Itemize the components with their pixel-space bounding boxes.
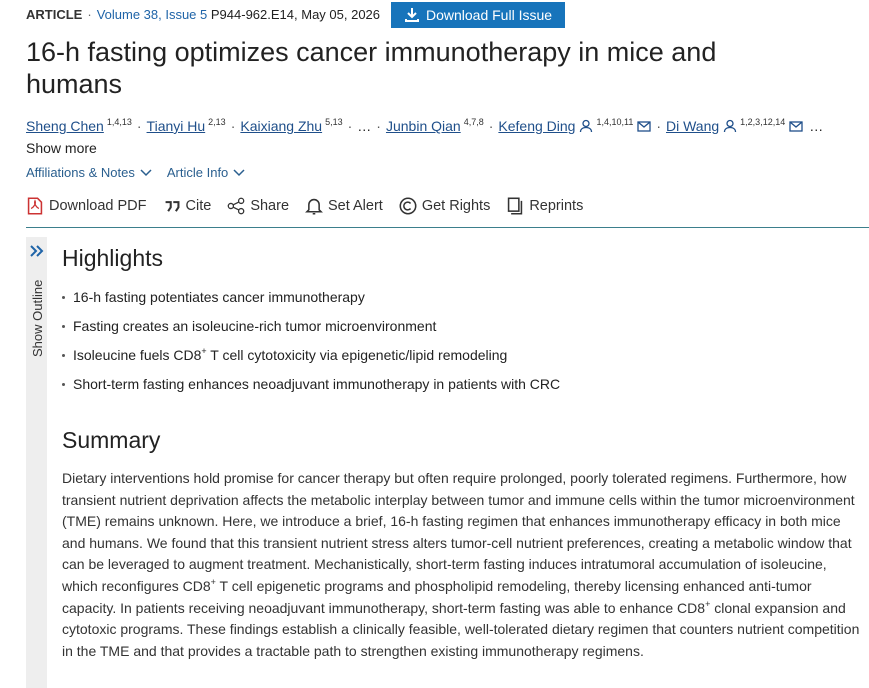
separator: ·	[347, 118, 353, 134]
article-meta: ARTICLE · Volume 38, Issue 5 P944-962.E14,…	[26, 7, 380, 22]
highlight-item: Short-term fasting enhances neoadjuvant …	[62, 374, 560, 403]
email-icon	[789, 121, 803, 132]
highlight-item: 16-h fasting potentiates cancer immunoth…	[62, 287, 560, 316]
download-icon	[404, 8, 419, 22]
toolbar-item[interactable]: Share	[227, 197, 289, 215]
toolbar-label: Get Rights	[421, 198, 491, 214]
toolbar-icon	[165, 201, 179, 212]
author-name[interactable]: Junbin Qian	[385, 118, 461, 134]
summary-heading: Summary	[62, 427, 161, 453]
info-link[interactable]: Article Info	[167, 165, 246, 180]
author-name[interactable]: Kaixiang Zhu	[240, 118, 323, 134]
toolbar-icon	[508, 197, 523, 215]
article-title: 16-h fasting optimizes cancer immunother…	[26, 37, 717, 99]
download-issue-button[interactable]: Download Full Issue	[391, 2, 565, 28]
email-icon	[637, 121, 651, 132]
separator: ·	[376, 118, 381, 134]
person-icon	[580, 119, 593, 133]
separator: ·	[230, 118, 236, 134]
summary-text: Dietary interventions hold promise for c…	[62, 468, 862, 662]
info-links: Affiliations & Notes Article Info	[26, 165, 246, 180]
outline-toggle[interactable]	[29, 243, 45, 259]
superscript: +	[210, 576, 216, 587]
highlights-list: 16-h fasting potentiates cancer immunoth…	[62, 287, 560, 403]
toolbar-icon	[399, 197, 417, 215]
article-type: ARTICLE	[26, 7, 83, 22]
author-affiliations: 1,2,3,12,14	[740, 117, 786, 127]
toolbar-label: Set Alert	[328, 198, 383, 214]
show-more[interactable]: Show more	[26, 140, 97, 156]
toolbar-item[interactable]: Reprints	[506, 197, 583, 215]
toolbar-label: Download PDF	[49, 198, 147, 214]
separator: ·	[488, 118, 494, 134]
toolbar-label: Reprints	[529, 198, 584, 214]
toolbar-label: Share	[250, 198, 290, 214]
separator: ·	[87, 7, 92, 22]
author-name[interactable]: Sheng Chen	[26, 118, 104, 134]
info-link-label: Article Info	[166, 165, 229, 180]
toolbar: Download PDF Cite Share Set Alert Get Rights…	[26, 197, 583, 215]
author-affiliations: 1,4,13	[106, 117, 132, 127]
separator: ·	[136, 118, 142, 134]
outline-sidebar	[26, 237, 47, 688]
separator: ·	[656, 118, 661, 134]
highlights-heading: Highlights	[62, 245, 163, 271]
toolbar-item[interactable]: Get Rights	[399, 197, 491, 215]
author-name[interactable]: Kefeng Ding	[498, 118, 576, 134]
superscript: +	[201, 346, 207, 356]
more-authors[interactable]: …	[357, 118, 372, 134]
author-affiliations: 5,13	[325, 117, 343, 127]
superscript: +	[705, 598, 711, 609]
chevron-icon	[140, 168, 152, 176]
more-authors[interactable]: …	[809, 118, 824, 134]
author-list: Sheng Chen 1,4,13 · Tianyi Hu 2,13 · Kaixiang …	[26, 111, 866, 159]
toolbar-label: Cite	[185, 198, 212, 214]
text-run: 16-h fasting potentiates cancer immunoth…	[73, 289, 365, 305]
text-run: T cell epigenetic programs and phospholi…	[62, 577, 812, 616]
volume-link[interactable]: Volume 38, Issue 5	[96, 7, 208, 22]
download-issue-label: Download Full Issue	[425, 7, 553, 23]
chevron-icon	[233, 168, 245, 176]
pages-date: P944-962.E14, May 05, 2026	[210, 7, 381, 22]
toolbar-item[interactable]: Cite	[163, 197, 212, 215]
person-icon	[724, 119, 737, 133]
toolbar-icon	[305, 198, 323, 215]
author-name[interactable]: Tianyi Hu	[146, 118, 206, 134]
toolbar-icon	[27, 197, 43, 215]
divider	[26, 227, 869, 228]
text-run: clonal expansion and cytotoxic programs.…	[62, 599, 860, 659]
show-outline[interactable]: Show Outline	[30, 279, 45, 357]
text-run: Fasting creates an isoleucine-rich tumor…	[73, 318, 437, 334]
text-run: T cell cytotoxicity via epigenetic/lipid…	[206, 347, 508, 363]
text-run: Short-term fasting enhances neoadjuvant …	[73, 376, 561, 392]
text-run: Isoleucine fuels CD8	[73, 347, 202, 363]
author-name[interactable]: Di Wang	[666, 118, 720, 134]
author-line: Sheng Chen 1,4,13 · Tianyi Hu 2,13 · Kaixiang …	[26, 111, 866, 137]
info-link[interactable]: Affiliations & Notes	[26, 165, 153, 180]
highlight-item: Fasting creates an isoleucine-rich tumor…	[62, 316, 560, 345]
author-affiliations: 2,13	[208, 117, 226, 127]
author-affiliations: 4,7,8	[463, 117, 484, 127]
toolbar-item[interactable]: Set Alert	[305, 197, 383, 215]
highlight-item: Isoleucine fuels CD8+ T cell cytotoxicit…	[62, 345, 560, 374]
info-link-label: Affiliations & Notes	[26, 165, 135, 180]
author-affiliations: 1,4,10,11	[596, 117, 634, 127]
toolbar-item[interactable]: Download PDF	[26, 197, 147, 215]
toolbar-icon	[227, 197, 245, 215]
text-run: Dietary interventions hold promise for c…	[62, 470, 855, 594]
